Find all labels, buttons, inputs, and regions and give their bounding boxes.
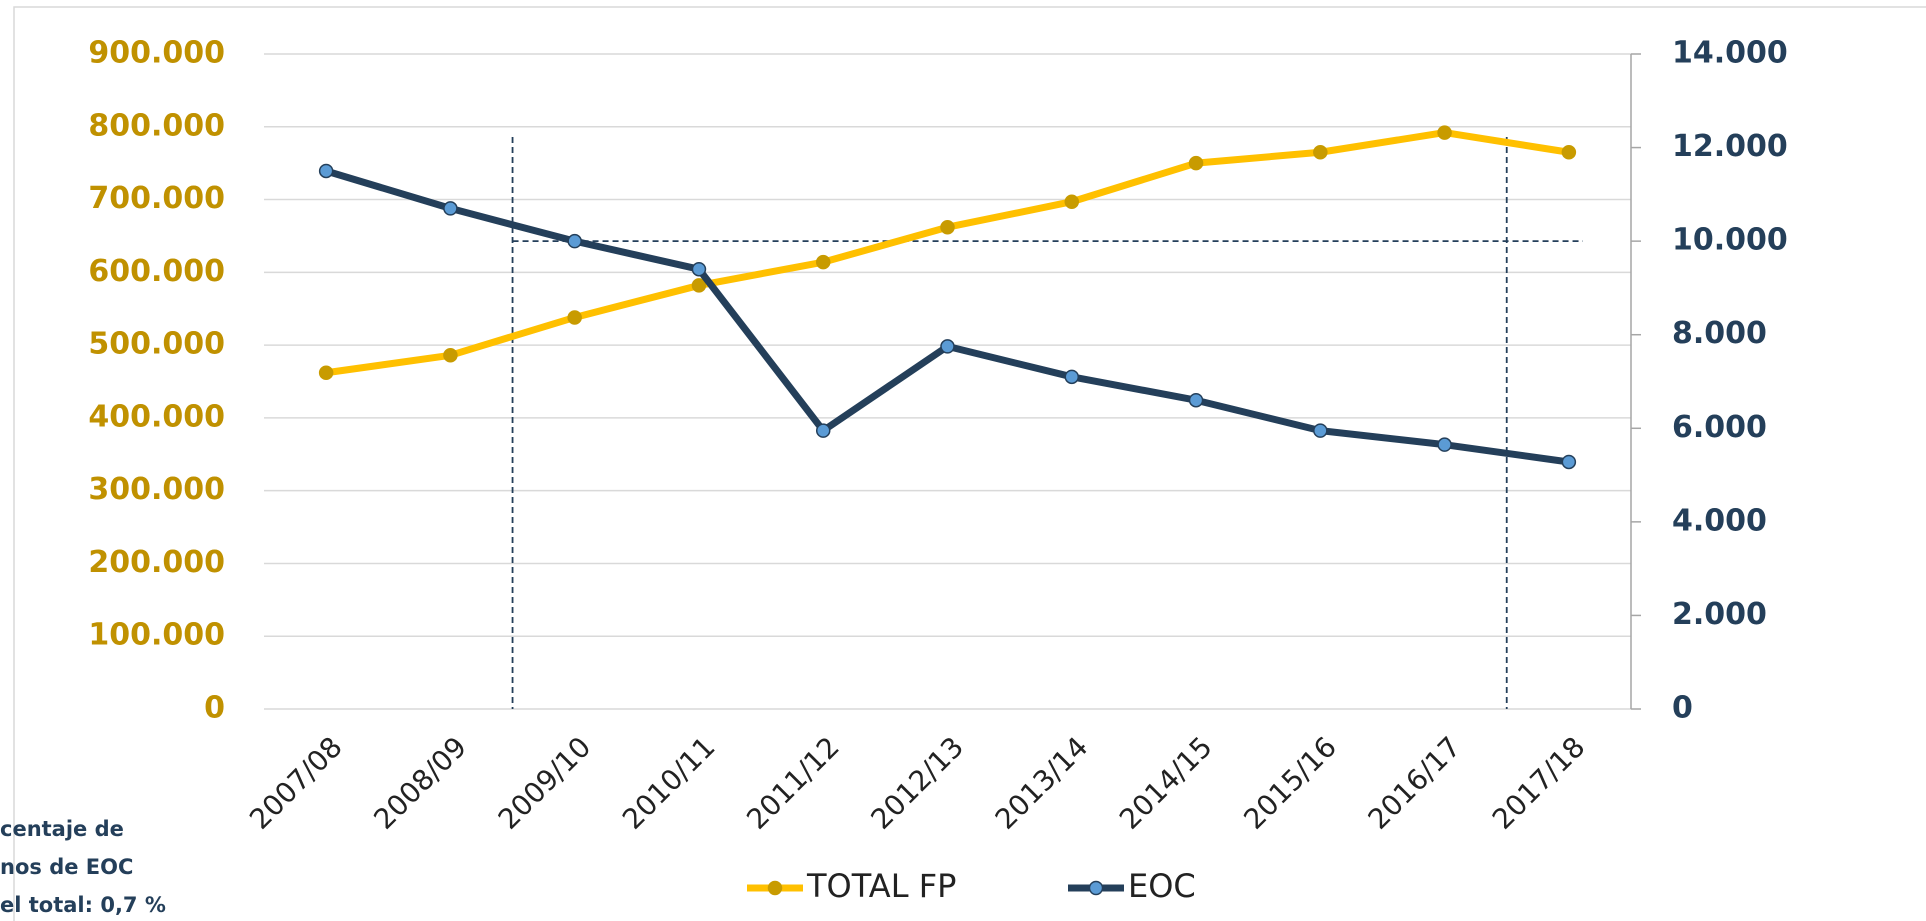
x-tick-label: 2015/16	[1237, 730, 1343, 836]
legend-marker	[767, 880, 783, 896]
x-tick-label: 2014/15	[1113, 730, 1219, 836]
y2-tick-label: 10.000	[1672, 223, 1788, 258]
point	[318, 365, 334, 381]
y2-tick-label: 4.000	[1672, 503, 1767, 538]
point	[1313, 423, 1328, 438]
annotation: nos de EOC	[0, 855, 133, 879]
y2-tick-label: 12.000	[1672, 129, 1788, 164]
point	[940, 219, 955, 235]
y2-tick-label: 6.000	[1672, 410, 1767, 445]
point	[1313, 145, 1328, 160]
annotation: centaje de	[0, 817, 124, 841]
x-tick-label: 2008/09	[367, 730, 473, 836]
point	[691, 278, 707, 293]
y-tick-label: 800.000	[88, 108, 225, 143]
point	[1188, 392, 1204, 408]
point	[1188, 155, 1204, 171]
x-tick-label: 2013/14	[989, 730, 1095, 836]
annotation: el total: 0,7 %	[0, 893, 166, 917]
point	[318, 163, 334, 179]
y-tick-label: 900.000	[88, 36, 225, 71]
y2-tick-label: 0	[1672, 691, 1693, 726]
x-tick-label: 2012/13	[865, 730, 971, 836]
point	[1561, 454, 1577, 470]
legend-label: TOTAL FP	[806, 867, 956, 905]
y-tick-label: 0	[204, 691, 225, 726]
y-tick-label: 300.000	[88, 472, 225, 507]
point	[443, 348, 458, 363]
point	[1064, 194, 1080, 209]
point	[1064, 369, 1080, 385]
y-tick-label: 100.000	[88, 618, 225, 653]
y-tick-label: 400.000	[88, 399, 225, 434]
y-tick-label: 200.000	[88, 545, 225, 580]
y2-tick-label: 8.000	[1672, 316, 1767, 351]
point	[815, 254, 831, 270]
x-tick-label: 2017/18	[1486, 730, 1592, 836]
x-tick-label: 2010/11	[616, 730, 722, 836]
x-tick-label: 2007/08	[243, 730, 349, 836]
point	[1561, 145, 1577, 160]
point	[691, 261, 707, 277]
point	[1437, 437, 1452, 452]
point	[567, 233, 582, 249]
point	[940, 339, 955, 354]
point	[443, 201, 458, 216]
y-tick-label: 600.000	[88, 254, 225, 289]
point	[567, 310, 582, 325]
x-tick-label: 2011/12	[740, 730, 846, 836]
y-tick-label: 700.000	[88, 181, 225, 216]
legend-label: EOC	[1128, 867, 1196, 905]
y2-tick-label: 14.000	[1672, 36, 1788, 71]
chart-frame	[13, 6, 1926, 921]
y-tick-label: 500.000	[88, 327, 225, 362]
x-tick-label: 2016/17	[1362, 730, 1468, 836]
point	[815, 423, 831, 438]
x-tick-label: 2009/10	[492, 730, 598, 836]
point	[1437, 125, 1452, 140]
legend-marker	[1088, 880, 1104, 896]
y2-tick-label: 2.000	[1672, 597, 1767, 632]
